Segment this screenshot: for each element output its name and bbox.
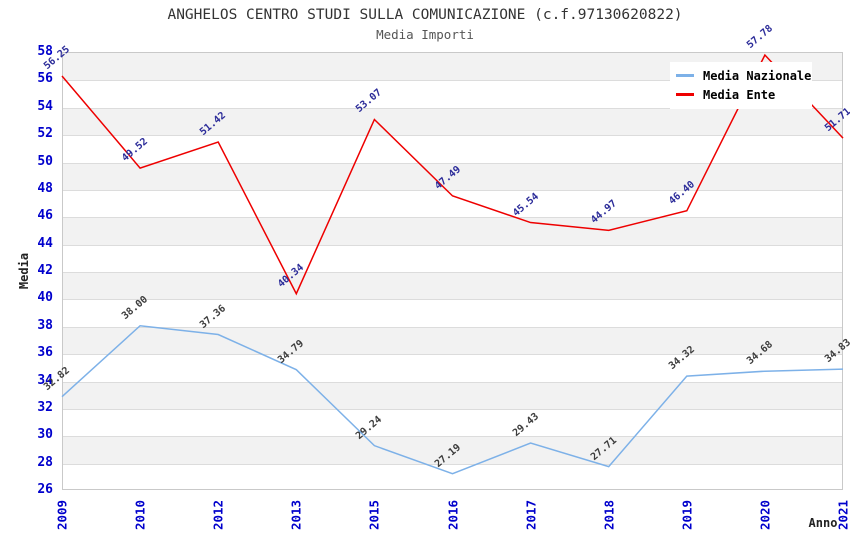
- legend-label: Media Nazionale: [703, 68, 812, 83]
- chart-title: ANGHELOS CENTRO STUDI SULLA COMUNICAZION…: [167, 7, 683, 23]
- y-tick-label: 38: [37, 317, 53, 333]
- x-tick-label: 2010: [132, 499, 148, 531]
- gridline: [63, 354, 842, 356]
- gridline: [63, 217, 842, 219]
- x-axis-title: Anno: [808, 516, 838, 530]
- x-tick-label: 2019: [679, 499, 695, 531]
- legend-swatch-icon: [676, 74, 694, 77]
- legend-label: Media Ente: [703, 87, 776, 102]
- grid-band: [63, 107, 842, 136]
- y-tick-label: 42: [37, 263, 53, 278]
- y-tick-label: 28: [37, 454, 53, 470]
- y-tick-label: 44: [37, 235, 53, 251]
- gridline: [63, 272, 842, 273]
- y-tick-label: 52: [37, 126, 53, 142]
- x-tick-label: 2017: [523, 499, 539, 531]
- y-tick-label: 58: [37, 44, 53, 59]
- y-tick-label: 34: [37, 372, 53, 388]
- grid-band: [63, 272, 842, 300]
- x-tick-label: 2020: [757, 499, 773, 531]
- y-tick-label: 50: [37, 153, 53, 169]
- y-tick-label: 54: [37, 98, 53, 114]
- grid-band: [63, 381, 842, 409]
- gridline: [63, 408, 842, 410]
- grid-band: [63, 217, 842, 245]
- x-tick-label: 2021: [835, 499, 850, 531]
- x-tick-label: 2016: [445, 499, 460, 531]
- gridline: [63, 436, 842, 438]
- y-tick-label: 46: [37, 208, 53, 224]
- x-tick-label: 2009: [54, 499, 70, 531]
- y-tick-label: 56: [37, 71, 53, 87]
- gridline: [63, 299, 842, 301]
- y-tick-label: 26: [37, 482, 53, 497]
- gridline: [63, 463, 842, 465]
- plot-area: [62, 52, 843, 490]
- y-tick-label: 32: [37, 399, 53, 415]
- gridline: [63, 162, 842, 164]
- x-tick-label: 2015: [366, 499, 382, 531]
- legend-item: Media Nazionale: [676, 66, 812, 85]
- y-tick-label: 48: [37, 180, 53, 196]
- y-tick-label: 36: [37, 345, 53, 361]
- gridline: [63, 326, 842, 328]
- grid-band: [63, 326, 842, 355]
- legend-item: Media Ente: [676, 85, 812, 104]
- x-tick-label: 2018: [601, 499, 617, 531]
- gridline: [63, 189, 842, 191]
- chart-subtitle: Media Importi: [376, 27, 474, 42]
- x-tick-label: 2012: [210, 499, 226, 531]
- legend: Media Nazionale Media Ente: [670, 62, 812, 109]
- gridline: [63, 135, 842, 137]
- legend-swatch-icon: [676, 93, 694, 96]
- y-tick-label: 30: [37, 427, 53, 443]
- y-tick-label: 40: [37, 290, 53, 306]
- x-tick-label: 2013: [288, 499, 304, 531]
- gridline: [63, 381, 842, 383]
- gridline: [63, 244, 842, 246]
